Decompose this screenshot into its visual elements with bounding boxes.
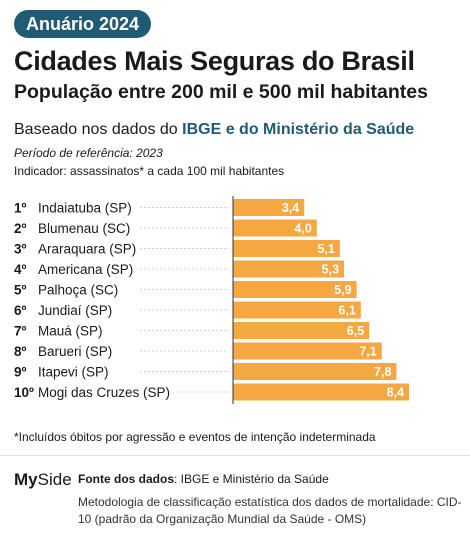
rank-label: 10º: [14, 385, 34, 400]
bar: [233, 219, 317, 237]
bar: [233, 260, 345, 278]
rank-label: 2º: [14, 221, 27, 236]
bar: [233, 322, 370, 339]
label-background: [37, 385, 174, 400]
bar-value-label: 5,9: [334, 283, 351, 297]
rank-label: 6º: [14, 303, 27, 318]
rank-label: 4º: [14, 262, 27, 277]
bar-value-label: 3,4: [282, 201, 299, 215]
bar-chart: 1º Indaiatuba (SP) 3,4 2º Blumenau (SC) 4,0 3º…: [14, 196, 409, 404]
label-background: [37, 262, 137, 277]
data-basis: Baseado nos dados do IBGE e do Ministéri…: [14, 121, 414, 139]
year-badge: Anuário 2024: [14, 10, 152, 38]
bar-value-label: 5,1: [317, 242, 334, 256]
label-background: [37, 282, 122, 298]
basis-source: IBGE e do Ministério da Saúde: [182, 121, 415, 138]
city-label: Itapevi (SP): [38, 365, 109, 380]
rank-label: 3º: [14, 242, 27, 257]
footer-divider: [0, 455, 470, 456]
data-source: Fonte dos dados: IBGE e Ministério da Sa…: [78, 472, 329, 486]
source-label: Fonte dos dados: [78, 472, 174, 486]
bar: [233, 363, 397, 380]
label-background: [37, 241, 140, 257]
footnote: *Incluídos óbitos por agressão e eventos…: [14, 430, 376, 444]
label-background: [37, 344, 116, 359]
city-label: Barueri (SP): [38, 344, 112, 359]
bar-value-label: 6,1: [338, 304, 355, 318]
bar-value-label: 7,8: [374, 365, 391, 379]
label-background: [37, 303, 116, 318]
myside-logo: MySide: [14, 470, 72, 490]
city-label: Indaiatuba (SP): [38, 201, 132, 216]
bar: [233, 281, 357, 298]
bar-value-label: 7,1: [359, 345, 376, 359]
indicator-description: Indicador: assassinatos* a cada 100 mil …: [14, 164, 285, 178]
bar: [233, 240, 340, 257]
rank-label: 5º: [14, 283, 27, 298]
city-label: Mauá (SP): [38, 324, 103, 339]
bar-value-label: 6,5: [347, 324, 364, 338]
city-label: Blumenau (SC): [38, 221, 130, 236]
city-label: Americana (SP): [38, 262, 133, 277]
rank-label: 1º: [14, 201, 27, 216]
city-label: Palhoça (SC): [38, 283, 118, 298]
bar: [233, 199, 305, 216]
city-label: Mogi das Cruzes (SP): [38, 385, 170, 400]
methodology-note: Metodologia de classificação estatística…: [78, 495, 462, 526]
rank-label: 7º: [14, 324, 27, 339]
logo-part-b: Side: [37, 470, 72, 489]
label-background: [37, 364, 112, 380]
label-background: [37, 200, 135, 216]
page-subtitle: População entre 200 mil e 500 mil habita…: [14, 81, 428, 103]
rank-label: 9º: [14, 365, 27, 380]
bar: [233, 383, 409, 401]
page-title: Cidades Mais Seguras do Brasil: [14, 46, 415, 76]
bar: [233, 342, 382, 360]
bar-value-label: 4,0: [294, 222, 311, 236]
rank-label: 8º: [14, 344, 27, 359]
reference-period: Período de referência: 2023: [14, 146, 163, 160]
basis-prefix: Baseado nos dados do: [14, 121, 183, 138]
city-label: Araraquara (SP): [38, 242, 136, 257]
source-text: : IBGE e Ministério da Saúde: [174, 472, 329, 486]
bar-value-label: 8,4: [387, 386, 404, 400]
city-label: Jundiaí (SP): [38, 303, 112, 318]
bar-value-label: 5,3: [322, 263, 339, 277]
label-background: [37, 323, 106, 339]
logo-part-a: My: [14, 470, 38, 489]
label-background: [37, 221, 134, 236]
bar: [233, 301, 361, 319]
